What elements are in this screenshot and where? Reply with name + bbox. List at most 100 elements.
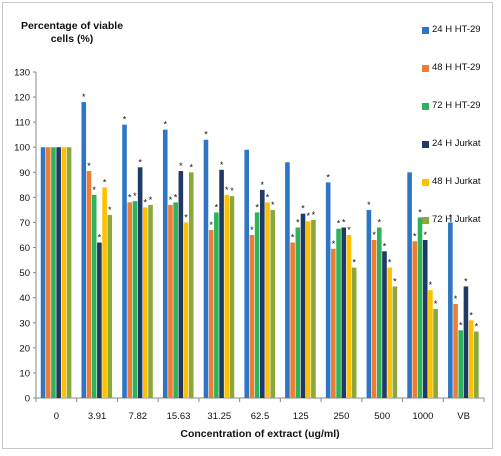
bar-72-h-jurkat-3.91 <box>107 214 113 398</box>
legend-label: 72 H Jurkat <box>432 214 481 225</box>
bar-72-h-jurkat-0 <box>66 147 72 398</box>
significance-star: * <box>429 280 433 290</box>
significance-star: * <box>296 217 300 227</box>
bar-48-h-jurkat-62.5 <box>265 202 270 398</box>
bar-48-h-ht-29-250 <box>331 248 336 398</box>
bar-48-h-jurkat-31.25 <box>224 194 230 398</box>
significance-star: * <box>393 276 397 286</box>
significance-star: * <box>418 207 422 217</box>
y-tick-label: 100 <box>14 143 30 154</box>
bar-48-h-ht-29-62.5 <box>249 235 255 398</box>
significance-star: * <box>103 177 107 187</box>
significance-star: * <box>138 157 142 167</box>
bar-72-h-jurkat-62.5 <box>270 209 275 398</box>
bar-48-h-jurkat-7.82 <box>143 207 148 398</box>
significance-star: * <box>312 210 316 220</box>
significance-star: * <box>423 230 427 240</box>
significance-star: * <box>230 186 234 196</box>
significance-star: * <box>306 211 310 221</box>
legend-item: 72 H Jurkat <box>422 214 500 252</box>
y-tick-label: 120 <box>14 93 30 104</box>
x-tick-label: VB <box>457 411 470 422</box>
bar-24-h-jurkat-62.5 <box>260 189 265 398</box>
significance-star: * <box>174 192 178 202</box>
bar-72-h-ht-29-7.82 <box>132 201 138 398</box>
bar-72-h-jurkat-1000 <box>433 308 438 398</box>
significance-star: * <box>449 212 453 222</box>
significance-star: * <box>189 162 193 172</box>
bar-48-h-jurkat-125 <box>305 221 311 398</box>
significance-star: * <box>133 191 137 201</box>
bar-72-h-ht-29-125 <box>295 227 301 398</box>
legend-label: 24 H Jurkat <box>432 138 481 149</box>
legend-swatch <box>422 27 429 34</box>
significance-star: * <box>98 233 102 243</box>
bar-72-h-jurkat-VB <box>474 331 479 398</box>
significance-star: * <box>179 161 183 171</box>
significance-star: * <box>215 202 219 212</box>
y-tick-label: 40 <box>19 293 30 304</box>
significance-star: * <box>434 299 438 309</box>
y-tick-label: 80 <box>19 193 30 204</box>
bar-24-h-jurkat-7.82 <box>137 167 143 398</box>
significance-star: * <box>413 231 417 241</box>
bar-48-h-jurkat-3.91 <box>102 187 107 398</box>
significance-star: * <box>388 258 392 268</box>
bar-72-h-ht-29-VB <box>458 330 464 398</box>
legend-swatch <box>422 103 429 110</box>
bar-72-h-ht-29-500 <box>376 227 382 398</box>
bar-72-h-ht-29-31.25 <box>214 212 219 398</box>
significance-star: * <box>367 200 371 210</box>
bar-24-h-ht-29-31.25 <box>203 139 209 398</box>
significance-star: * <box>347 225 351 235</box>
significance-star: * <box>220 160 224 170</box>
legend-label: 48 H Jurkat <box>432 176 481 187</box>
bar-48-h-ht-29-VB <box>453 303 458 398</box>
significance-star: * <box>108 205 112 215</box>
significance-star: * <box>184 212 188 222</box>
bar-48-h-jurkat-500 <box>387 267 392 398</box>
significance-star: * <box>92 185 96 195</box>
bar-24-h-ht-29-15.63 <box>162 129 168 398</box>
bar-48-h-jurkat-15.63 <box>183 222 189 398</box>
significance-star: * <box>144 197 148 207</box>
significance-star: * <box>372 230 376 240</box>
bar-48-h-ht-29-3.91 <box>86 171 92 398</box>
bar-24-h-ht-29-250 <box>325 182 331 398</box>
bar-72-h-jurkat-7.82 <box>148 204 153 398</box>
bar-48-h-ht-29-15.63 <box>168 204 173 398</box>
significance-star: * <box>266 192 270 202</box>
bar-48-h-ht-29-500 <box>371 240 377 398</box>
bar-48-h-ht-29-125 <box>290 242 295 398</box>
significance-star: * <box>128 192 132 202</box>
chart-frame <box>2 2 493 449</box>
bar-24-h-jurkat-250 <box>341 227 347 398</box>
legend-item: 72 H HT-29 <box>422 100 500 138</box>
legend-swatch <box>422 65 429 72</box>
x-tick-label: 1000 <box>412 411 433 422</box>
bar-72-h-ht-29-62.5 <box>254 212 260 398</box>
x-tick-label: 3.91 <box>88 411 107 422</box>
y-tick-label: 10 <box>19 368 30 379</box>
bar-24-h-jurkat-VB <box>463 286 469 398</box>
bar-72-h-ht-29-15.63 <box>173 202 178 398</box>
bar-24-h-ht-29-1000 <box>407 172 412 398</box>
bar-72-h-jurkat-250 <box>351 267 357 398</box>
significance-star: * <box>255 202 259 212</box>
legend-item: 24 H Jurkat <box>422 138 500 176</box>
bar-48-h-ht-29-0 <box>45 147 51 398</box>
bar-48-h-jurkat-1000 <box>428 290 433 398</box>
legend-item: 24 H HT-29 <box>422 24 500 62</box>
significance-star: * <box>123 115 127 125</box>
significance-star: * <box>459 320 463 330</box>
significance-star: * <box>469 310 473 320</box>
x-tick-label: 125 <box>293 411 309 422</box>
bar-24-h-jurkat-500 <box>382 251 387 398</box>
significance-star: * <box>271 200 275 210</box>
significance-star: * <box>383 241 387 251</box>
y-tick-label: 50 <box>19 268 30 279</box>
bar-48-h-ht-29-7.82 <box>127 202 133 398</box>
bar-24-h-ht-29-500 <box>366 209 372 398</box>
significance-star: * <box>87 161 91 171</box>
